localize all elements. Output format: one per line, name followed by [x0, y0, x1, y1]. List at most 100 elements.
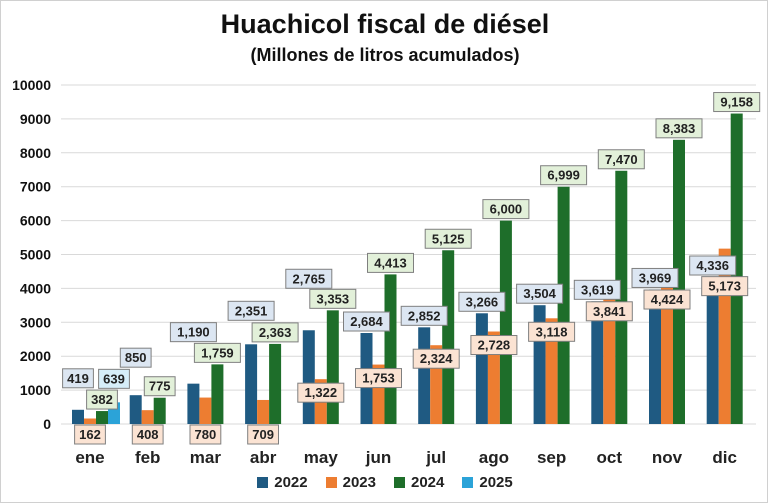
bar-2023-nov	[661, 274, 673, 424]
y-tick-label: 4000	[20, 280, 51, 296]
bar-2024-abr	[269, 343, 282, 424]
data-label-box	[470, 335, 518, 356]
bar-2024-ene	[96, 411, 108, 424]
data-label-box	[412, 348, 460, 369]
data-label: 5,125	[432, 231, 465, 246]
data-label-box	[424, 228, 472, 249]
data-label: 7,470	[605, 152, 638, 167]
data-label-box	[573, 279, 621, 300]
bar-2024-feb	[153, 397, 166, 424]
data-label: 3,969	[639, 270, 672, 285]
bar-2022-may	[302, 330, 315, 424]
x-tick-label: dic	[712, 448, 737, 467]
y-tick-label: 1000	[20, 382, 51, 398]
legend-swatch	[394, 477, 405, 488]
y-tick-label: 9000	[20, 111, 51, 127]
x-tick-label: feb	[135, 448, 161, 467]
data-label-box	[713, 92, 761, 113]
bar-2024-nov	[673, 139, 685, 425]
data-label-box	[355, 368, 402, 389]
data-label-box	[98, 368, 130, 389]
bar-2023-sep	[545, 318, 558, 424]
data-label-box	[143, 376, 176, 397]
bar-2024-ago	[499, 220, 512, 424]
data-label-box	[516, 283, 564, 304]
x-tick-label: jun	[365, 448, 392, 467]
data-label: 6,000	[490, 202, 523, 217]
chart-title: Huachicol fiscal de diésel	[220, 9, 550, 39]
data-label: 382	[91, 392, 113, 407]
data-label-box	[131, 424, 164, 445]
data-label-box	[631, 267, 679, 288]
data-label: 709	[252, 427, 274, 442]
data-label-box	[247, 424, 279, 445]
bar-2023-ene	[84, 418, 96, 424]
bar-2022-ago	[475, 313, 488, 424]
x-tick-label: oct	[597, 448, 623, 467]
bar-2024-oct	[615, 170, 628, 424]
data-label: 2,363	[259, 325, 292, 340]
legend: 2022 2023 2024 2025	[1, 474, 767, 491]
data-label-box	[227, 300, 275, 321]
data-label: 4,424	[651, 292, 684, 307]
data-label-box	[701, 276, 749, 297]
data-label: 162	[79, 427, 101, 442]
legend-item-2022: 2022	[257, 474, 308, 491]
x-tick-label: mar	[190, 448, 222, 467]
bar-2024-jun	[384, 274, 397, 424]
data-label: 6,999	[547, 168, 580, 183]
data-label: 3,118	[536, 324, 568, 339]
x-tick-label: nov	[652, 448, 683, 467]
legend-swatch	[257, 477, 269, 488]
chart-subtitle: (Millones de litros acumulados)	[250, 45, 520, 65]
y-tick-label: 8000	[20, 145, 51, 161]
bar-2023-oct	[603, 293, 616, 424]
y-tick-label: 0	[43, 416, 51, 432]
data-label-box	[482, 199, 530, 220]
data-label-box	[74, 424, 106, 445]
data-label-box	[169, 322, 217, 343]
data-label-box	[689, 255, 737, 276]
data-label: 3,266	[466, 294, 499, 309]
data-label-box	[367, 252, 414, 273]
legend-label: 2023	[342, 474, 376, 491]
data-label-box	[297, 382, 345, 403]
data-label: 419	[67, 371, 89, 386]
data-label: 3,841	[593, 304, 626, 319]
bar-2023-abr	[257, 399, 270, 424]
x-tick-label: may	[304, 448, 339, 467]
y-tick-label: 10000	[12, 77, 51, 93]
data-label: 4,413	[374, 255, 407, 270]
data-label: 2,852	[408, 308, 441, 323]
data-label: 1,190	[177, 325, 210, 340]
bar-2022-abr	[245, 344, 258, 424]
legend-swatch	[462, 477, 474, 488]
bar-2023-mar	[199, 397, 212, 424]
legend-label: 2024	[411, 474, 445, 491]
data-label-box	[309, 288, 357, 309]
data-label: 2,684	[350, 314, 383, 329]
bar-2024-may	[326, 310, 339, 424]
data-label: 2,351	[235, 303, 268, 318]
legend-swatch	[325, 477, 337, 488]
data-label: 1,753	[362, 371, 395, 386]
data-label-box	[528, 321, 576, 342]
x-tick-label: abr	[250, 448, 277, 467]
x-tick-label: ago	[479, 448, 509, 467]
data-label-box	[458, 291, 506, 312]
bar-2022-jul	[418, 327, 431, 424]
data-label: 850	[125, 350, 147, 365]
legend-item-2023: 2023	[325, 474, 376, 491]
data-label: 1,322	[305, 385, 338, 400]
bar-2022-feb	[129, 395, 142, 424]
data-label-box	[643, 289, 691, 310]
bar-2024-jul	[442, 250, 455, 424]
legend-item-2024: 2024	[394, 474, 444, 491]
y-tick-label: 6000	[20, 213, 51, 229]
y-tick-label: 5000	[20, 247, 51, 263]
legend-item-2025: 2025	[462, 474, 513, 491]
y-tick-label: 2000	[20, 348, 51, 364]
data-label: 1,759	[201, 345, 234, 360]
data-label-box	[285, 268, 333, 289]
